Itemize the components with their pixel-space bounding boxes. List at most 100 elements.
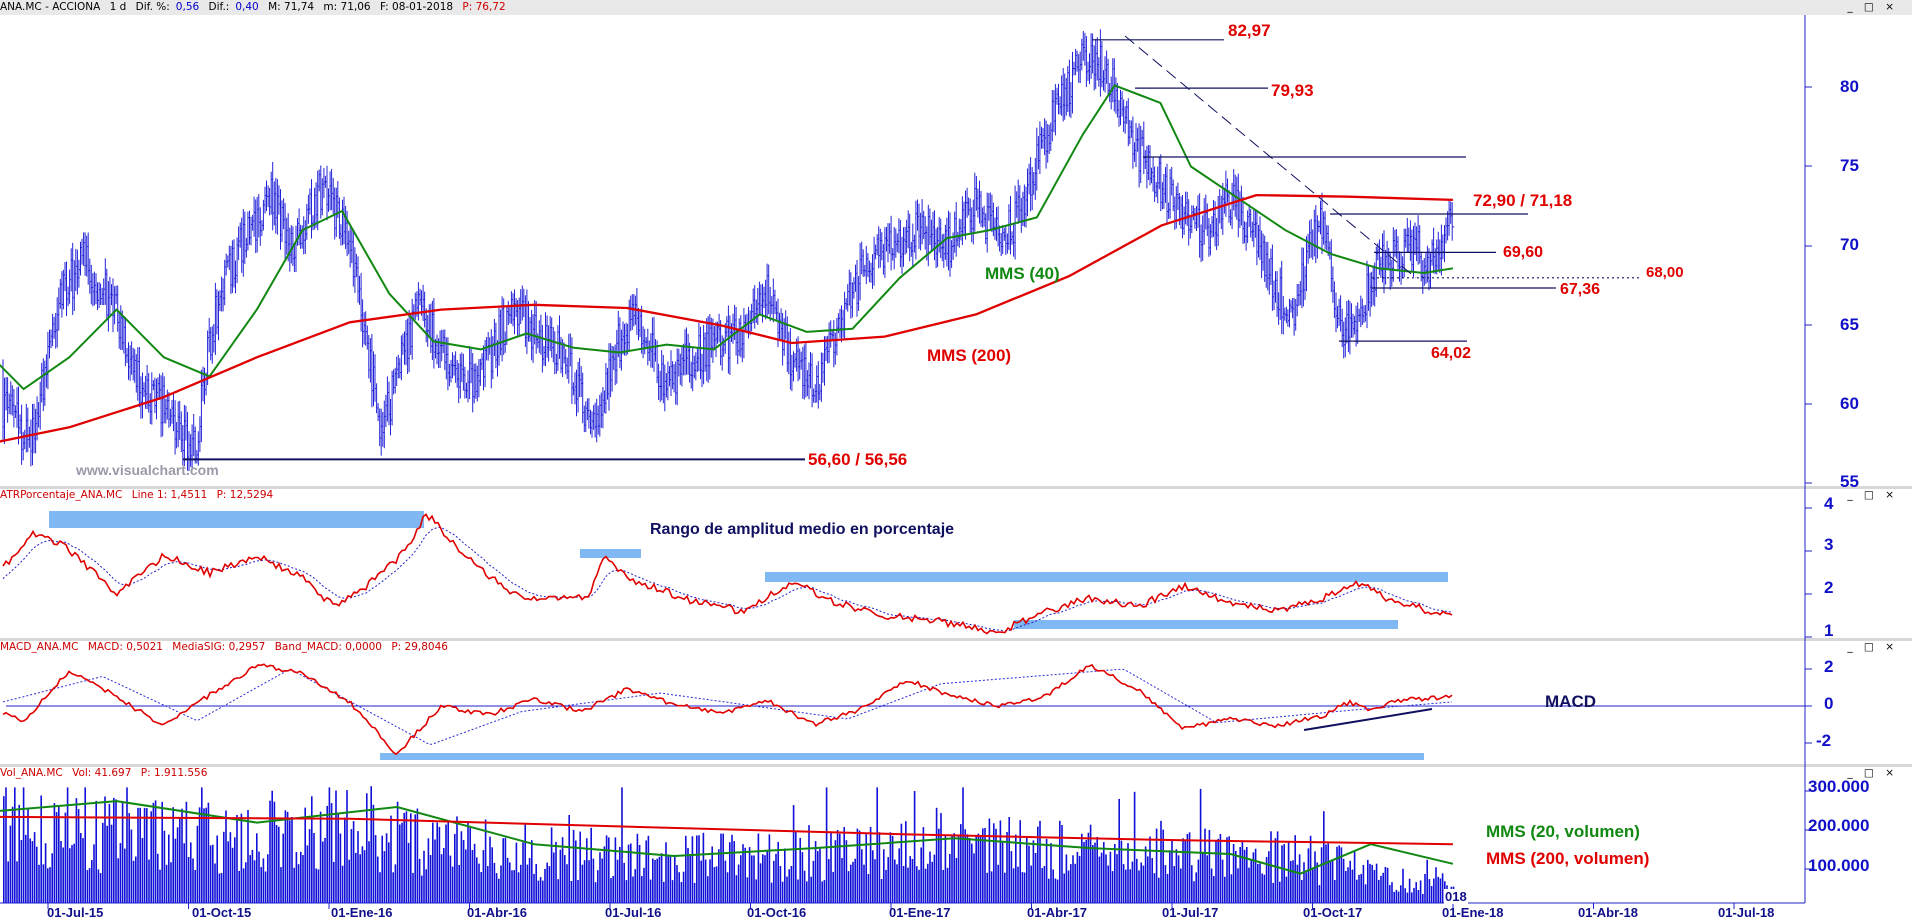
volume-bar	[638, 845, 641, 903]
volume-bar	[256, 833, 258, 903]
volume-bar	[1428, 879, 1431, 903]
volume-bar	[1116, 854, 1118, 903]
volume-bar	[95, 800, 97, 903]
volume-bar	[887, 857, 889, 903]
volume-bar	[663, 881, 665, 903]
volume-bar	[20, 840, 23, 903]
volume-bar	[449, 855, 452, 903]
volume-bar	[698, 835, 700, 903]
volume-bar	[630, 843, 632, 903]
volume-bar	[1136, 858, 1138, 903]
label-resistance-1: 79,93	[1271, 81, 1314, 100]
p-value: P: 76,72	[462, 1, 506, 13]
volume-bar	[405, 811, 408, 903]
atr-tick: 1	[1824, 621, 1834, 640]
macd-signal: MediaSIG: 0,2957	[172, 641, 266, 653]
volume-bar	[117, 858, 119, 903]
volume-bar	[834, 840, 837, 903]
volume-bar	[1283, 844, 1285, 903]
label-resistance-3: 69,60	[1503, 244, 1544, 261]
volume-bar	[962, 787, 964, 903]
volume-bar	[478, 863, 480, 903]
volume-bar	[1378, 879, 1380, 903]
volume-bar	[1048, 878, 1050, 903]
volume-bar	[66, 787, 69, 903]
dif-pct-value: 0,56	[175, 1, 200, 13]
volume-bar	[603, 846, 606, 903]
volume-tick: 100.000	[1808, 856, 1870, 875]
atr-panel-header: ATRPorcentaje_ANA.MC Line 1: 1,4511 P: 1…	[0, 488, 1912, 502]
window-controls[interactable]: _ □ ×	[1847, 1, 1898, 13]
volume-bar	[64, 812, 67, 903]
volume-bar	[627, 844, 630, 903]
volume-bar	[572, 829, 575, 903]
volume-tick: 200.000	[1808, 816, 1870, 835]
volume-bar	[678, 872, 680, 903]
volume-bar	[685, 835, 687, 903]
volume-bar	[850, 864, 852, 903]
volume-bar	[1371, 864, 1373, 903]
volume-bar	[238, 870, 240, 903]
window-controls[interactable]: _ □ ×	[1847, 767, 1898, 779]
volume-bar	[258, 851, 260, 903]
volume-bar	[104, 796, 106, 903]
volume-bar	[542, 880, 544, 903]
atr-name: ATRPorcentaje_ANA.MC	[0, 489, 123, 501]
volume-bar	[1081, 833, 1083, 903]
volume-bar	[1246, 847, 1248, 903]
macd-tick: 2	[1824, 657, 1834, 676]
volume-bar	[647, 835, 650, 903]
volume-bar	[535, 864, 537, 903]
volume-bar	[396, 801, 399, 903]
volume-bar	[1314, 851, 1316, 903]
volume-bar	[77, 809, 80, 903]
volume-bar	[975, 834, 977, 903]
volume-bar	[680, 882, 683, 903]
volume-bar	[579, 831, 581, 903]
volume-bar	[1303, 862, 1305, 903]
volume-bar	[781, 881, 784, 903]
volume-bar	[14, 787, 16, 903]
x-tick: 01-Oct-15	[192, 905, 252, 920]
volume-bar	[795, 831, 797, 903]
atr-line	[2, 513, 1453, 635]
volume-bar	[128, 813, 130, 903]
volume-bar	[196, 825, 199, 903]
volume-bar	[1243, 849, 1246, 903]
volume-bar	[317, 869, 320, 903]
atr-tick: 3	[1824, 535, 1834, 554]
volume-separator	[0, 764, 1912, 767]
volume-bar	[583, 860, 586, 903]
volume-bar	[1147, 856, 1149, 903]
volume-bar	[964, 829, 966, 903]
window-controls[interactable]: _ □ ×	[1847, 641, 1898, 653]
volume-bar	[1312, 869, 1314, 903]
volume-bar	[830, 832, 832, 903]
window-controls[interactable]: _ □ ×	[1847, 489, 1898, 501]
volume-bar	[236, 815, 238, 903]
volume-bar	[86, 870, 89, 903]
volume-bar	[839, 833, 841, 903]
volume-bar	[1166, 873, 1169, 903]
volume-bar	[9, 825, 12, 903]
atr-line: Line 1: 1,4511	[131, 489, 208, 501]
volume-bar	[548, 866, 551, 903]
volume-bar	[1298, 854, 1301, 903]
volume-bar	[905, 821, 907, 903]
volume-bar	[592, 858, 595, 903]
volume-bar	[766, 850, 768, 903]
volume-bar	[392, 872, 394, 903]
volume-bar	[561, 837, 564, 903]
macd-title: MACD	[1545, 692, 1596, 711]
volume-bar	[709, 859, 711, 903]
volume-bar	[3, 796, 5, 903]
volume-bar	[1345, 871, 1347, 903]
volume-bar	[1140, 862, 1142, 903]
volume-bar	[883, 849, 885, 903]
volume-bar	[493, 862, 496, 903]
volume-bar	[225, 810, 227, 903]
volume-bar	[920, 847, 922, 903]
volume-bar	[1426, 859, 1428, 903]
volume-bar	[231, 847, 234, 903]
volume-bar	[586, 838, 588, 903]
